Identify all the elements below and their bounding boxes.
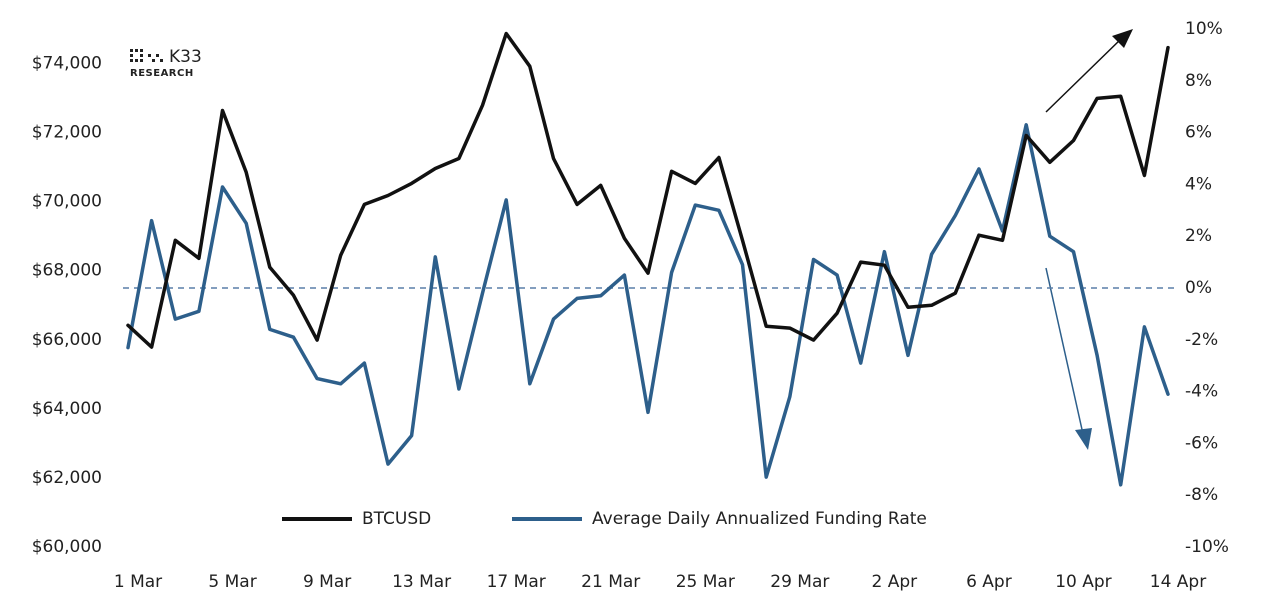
down-arrow-head bbox=[1075, 428, 1092, 450]
y-tick-label: $70,000 bbox=[32, 192, 102, 212]
y-tick-label: $62,000 bbox=[32, 468, 102, 488]
logo-text: K33 bbox=[169, 47, 202, 67]
x-tick-label: 17 Mar bbox=[487, 572, 546, 592]
x-tick-label: 14 Apr bbox=[1150, 572, 1206, 592]
y-tick-label: $66,000 bbox=[32, 330, 102, 350]
logo: K33 RESEARCH bbox=[130, 47, 202, 79]
y2-tick-label: 10% bbox=[1185, 19, 1223, 39]
y2-tick-label: 2% bbox=[1185, 226, 1212, 246]
legend-label: BTCUSD bbox=[362, 509, 431, 529]
x-tick-label: 1 Mar bbox=[114, 572, 162, 592]
x-tick-label: 21 Mar bbox=[581, 572, 640, 592]
x-tick-label: 5 Mar bbox=[208, 572, 256, 592]
x-tick-label: 9 Mar bbox=[303, 572, 351, 592]
y-tick-label: $60,000 bbox=[32, 537, 102, 557]
y-tick-label: $72,000 bbox=[32, 123, 102, 143]
y-tick-label: $64,000 bbox=[32, 399, 102, 419]
x-tick-label: 13 Mar bbox=[392, 572, 451, 592]
series-line bbox=[126, 123, 1170, 487]
x-tick-label: 6 Apr bbox=[966, 572, 1012, 592]
y2-tick-label: 4% bbox=[1185, 174, 1212, 194]
x-tick-label: 29 Mar bbox=[770, 572, 829, 592]
y-tick-label: $74,000 bbox=[32, 54, 102, 74]
logo-icon bbox=[130, 49, 163, 62]
x-tick-label: 10 Apr bbox=[1055, 572, 1111, 592]
legend-label: Average Daily Annualized Funding Rate bbox=[592, 509, 927, 529]
y2-tick-label: -2% bbox=[1185, 330, 1218, 350]
trend-arrows bbox=[1045, 29, 1133, 450]
down-arrow bbox=[1045, 267, 1084, 435]
y2-tick-label: -4% bbox=[1185, 382, 1218, 402]
y2-tick-label: 0% bbox=[1185, 278, 1212, 298]
y2-tick-label: -6% bbox=[1185, 433, 1218, 453]
up-arrow-head bbox=[1112, 29, 1133, 48]
y2-tick-label: 8% bbox=[1185, 71, 1212, 91]
x-tick-label: 2 Apr bbox=[872, 572, 918, 592]
logo-subtitle: RESEARCH bbox=[130, 68, 194, 79]
x-tick-label: 25 Mar bbox=[676, 572, 735, 592]
y-tick-label: $68,000 bbox=[32, 261, 102, 281]
series-line bbox=[126, 31, 1170, 349]
up-arrow bbox=[1045, 37, 1123, 113]
y2-tick-label: -10% bbox=[1185, 537, 1229, 557]
y2-tick-label: 6% bbox=[1185, 123, 1212, 143]
y2-tick-label: -8% bbox=[1185, 485, 1218, 505]
